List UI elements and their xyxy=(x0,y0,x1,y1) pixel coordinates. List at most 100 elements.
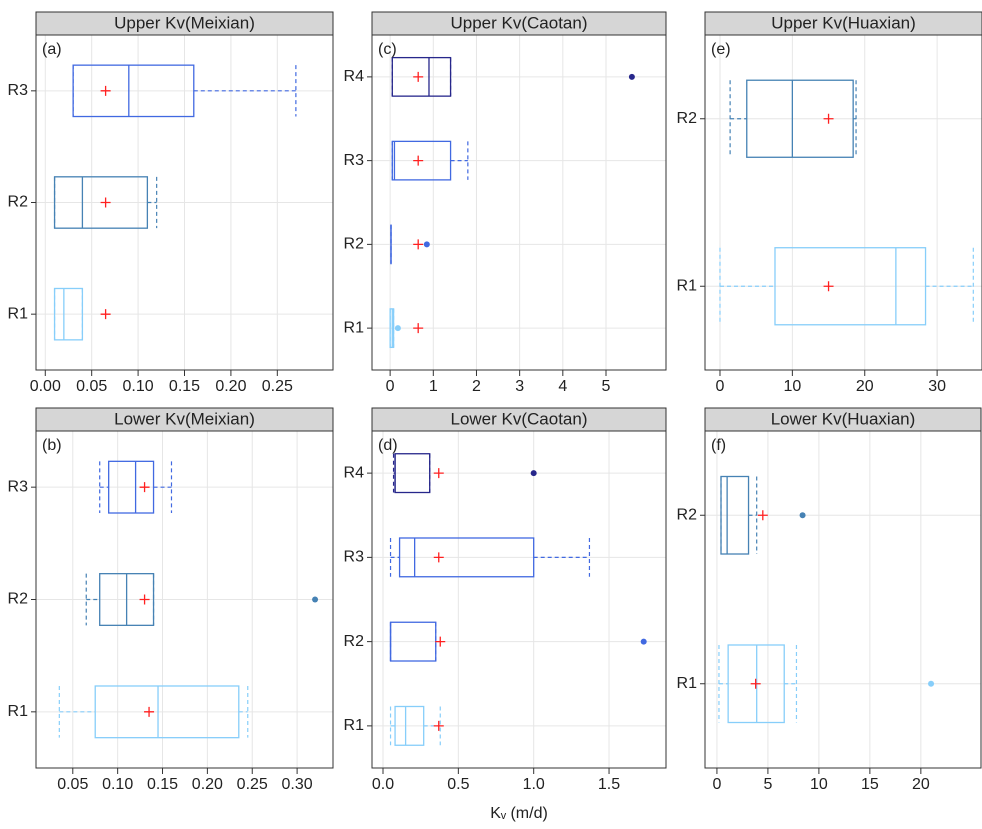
x-tick-label: 0.0 xyxy=(372,776,394,793)
x-tick-label: 20 xyxy=(912,776,930,793)
y-tick-label: R4 xyxy=(344,464,365,481)
mean-marker xyxy=(433,468,444,479)
outlier xyxy=(423,241,430,248)
mean-marker xyxy=(139,482,150,493)
mean-marker xyxy=(433,552,444,563)
x-tick-label: 5 xyxy=(602,378,611,395)
outlier xyxy=(628,73,635,80)
x-tick-label: 0.10 xyxy=(102,776,133,793)
y-tick-label: R2 xyxy=(8,591,29,608)
mean-marker xyxy=(757,510,768,521)
x-tick-label: 0.30 xyxy=(282,776,313,793)
box xyxy=(394,705,425,746)
panel-title: Upper Kv(Huaxian) xyxy=(771,13,916,32)
x-tick-label: 10 xyxy=(810,776,828,793)
x-tick-label: 0.05 xyxy=(57,776,88,793)
x-axis-label: Kᵥ (m/d) xyxy=(490,805,548,822)
outlier xyxy=(640,638,647,645)
x-tick-label: 0.5 xyxy=(447,776,469,793)
y-tick-label: R3 xyxy=(344,549,365,566)
mean-marker xyxy=(823,113,834,124)
mean-marker xyxy=(100,197,111,208)
plot-background xyxy=(705,35,982,370)
y-tick-label: R1 xyxy=(344,717,365,734)
plot-background xyxy=(372,431,666,768)
panel-title: Lower Kv(Caotan) xyxy=(450,409,587,428)
mean-marker xyxy=(413,71,424,82)
x-tick-label: 0.05 xyxy=(76,378,107,395)
plot-border xyxy=(371,430,667,769)
y-tick-label: R3 xyxy=(344,152,365,169)
x-tick-label: 30 xyxy=(928,378,946,395)
panel-title: Lower Kv(Meixian) xyxy=(114,409,255,428)
y-tick-label: R4 xyxy=(344,68,365,85)
mean-marker xyxy=(413,323,424,334)
y-tick-label: R1 xyxy=(344,319,365,336)
x-tick-label: 0.20 xyxy=(215,378,246,395)
x-tick-label: 20 xyxy=(856,378,874,395)
panel-title: Upper Kv(Caotan) xyxy=(450,13,587,32)
y-tick-label: R3 xyxy=(8,82,29,99)
box xyxy=(53,176,149,229)
x-tick-label: 0.10 xyxy=(123,378,154,395)
panel-label: (d) xyxy=(378,437,398,454)
x-tick-label: 0.20 xyxy=(192,776,223,793)
y-tick-label: R1 xyxy=(8,703,29,720)
y-tick-label: R2 xyxy=(677,506,698,523)
x-tick-label: 0.15 xyxy=(147,776,178,793)
x-tick-label: 0 xyxy=(716,378,725,395)
x-tick-label: 4 xyxy=(558,378,567,395)
outlier xyxy=(799,512,806,519)
y-tick-label: R1 xyxy=(677,675,698,692)
y-tick-label: R1 xyxy=(8,305,29,322)
outlier xyxy=(530,470,537,477)
box xyxy=(391,140,452,181)
mean-marker xyxy=(413,155,424,166)
outlier xyxy=(312,596,319,603)
x-tick-label: 0.25 xyxy=(237,776,268,793)
box xyxy=(391,56,452,97)
mean-marker xyxy=(413,239,424,250)
x-tick-label: 1.5 xyxy=(598,776,620,793)
plot-background xyxy=(705,431,981,768)
box xyxy=(53,287,84,341)
x-tick-label: 3 xyxy=(515,378,524,395)
mean-marker xyxy=(750,678,761,689)
box xyxy=(774,247,927,326)
mean-marker xyxy=(139,594,150,605)
x-tick-label: 5 xyxy=(763,776,772,793)
mean-marker xyxy=(100,85,111,96)
box xyxy=(720,475,750,555)
mean-marker xyxy=(100,309,111,320)
x-tick-label: 15 xyxy=(861,776,879,793)
panel-label: (a) xyxy=(42,41,62,58)
x-tick-label: 2 xyxy=(472,378,481,395)
y-tick-label: R2 xyxy=(8,194,29,211)
x-tick-label: 0.15 xyxy=(169,378,200,395)
plot-border xyxy=(35,34,334,371)
mean-marker xyxy=(823,281,834,292)
y-tick-label: R2 xyxy=(344,633,365,650)
box xyxy=(746,79,854,158)
panel-label: (f) xyxy=(711,437,726,454)
outlier xyxy=(394,325,401,332)
x-tick-label: 0.25 xyxy=(262,378,293,395)
mean-marker xyxy=(435,636,446,647)
y-tick-label: R2 xyxy=(677,110,698,127)
plot-border xyxy=(704,430,982,769)
panel-title: Lower Kv(Huaxian) xyxy=(771,409,916,428)
panel-label: (c) xyxy=(378,41,397,58)
x-tick-label: 0.00 xyxy=(30,378,61,395)
panel-label: (b) xyxy=(42,437,62,454)
x-tick-label: 10 xyxy=(783,378,801,395)
box xyxy=(72,64,195,118)
x-tick-label: 1 xyxy=(429,378,438,395)
mean-marker xyxy=(144,706,155,717)
plot-background xyxy=(372,35,666,370)
outlier xyxy=(928,680,935,687)
panel-title: Upper Kv(Meixian) xyxy=(114,13,255,32)
plot-border xyxy=(371,34,667,371)
y-tick-label: R1 xyxy=(677,277,698,294)
y-tick-label: R2 xyxy=(344,236,365,253)
panel-label: (e) xyxy=(711,41,731,58)
